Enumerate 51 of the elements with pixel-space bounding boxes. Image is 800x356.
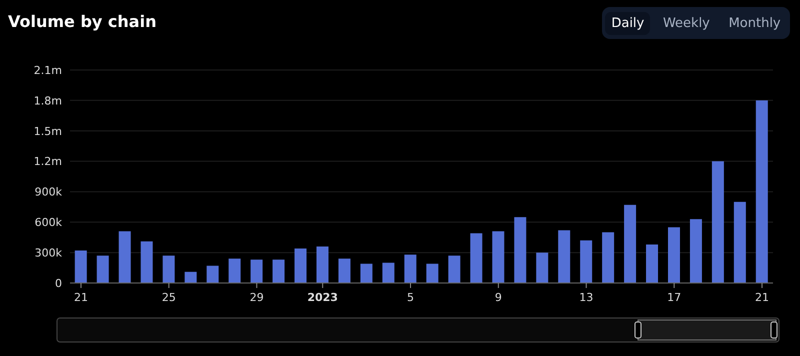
chart-title: Volume by chain — [8, 12, 156, 31]
bar — [514, 217, 526, 283]
bar — [140, 241, 153, 283]
x-tick-label: 9 — [494, 291, 502, 304]
y-tick-label: 600k — [34, 216, 63, 230]
bar — [382, 262, 394, 283]
bar — [668, 227, 680, 283]
y-tick-label: 300k — [34, 246, 63, 260]
bar — [272, 260, 285, 283]
bar — [162, 256, 175, 283]
y-tick-label: 2.1m — [34, 64, 62, 77]
bar — [492, 231, 504, 283]
bar — [404, 254, 416, 283]
bar — [96, 256, 109, 283]
x-tick-label: 5 — [407, 291, 414, 304]
x-tick-label: 17 — [667, 291, 682, 304]
y-tick-label: 0 — [55, 276, 62, 290]
toggle-group: Daily Weekly Monthly — [602, 7, 790, 39]
bar — [558, 230, 570, 283]
bar — [250, 260, 263, 283]
bar — [294, 248, 307, 283]
y-tick-label: 1.5m — [34, 124, 62, 138]
bar — [316, 246, 328, 283]
bar — [74, 250, 87, 283]
x-tick-label: 13 — [579, 291, 594, 304]
bar — [228, 258, 241, 283]
y-tick-label: 1.8m — [34, 94, 62, 108]
bar — [624, 204, 636, 283]
bar — [426, 264, 438, 283]
y-tick-label: 1.2m — [34, 155, 62, 168]
bar — [338, 258, 350, 283]
x-tick-label: 29 — [250, 291, 264, 304]
bar — [690, 219, 702, 283]
bar — [184, 272, 197, 283]
bar — [646, 244, 658, 283]
bar — [580, 240, 592, 283]
y-tick-label: 900k — [34, 186, 63, 199]
bar — [118, 231, 131, 283]
bar — [536, 252, 548, 283]
bar — [470, 233, 482, 283]
bar — [448, 256, 460, 283]
bar — [756, 100, 768, 283]
bar — [602, 232, 614, 283]
bar — [206, 266, 219, 283]
x-tick-label: 21 — [74, 291, 88, 304]
x-tick-label: 25 — [162, 291, 176, 304]
x-tick-label: 2023 — [307, 291, 338, 304]
x-tick-label: 21 — [755, 291, 770, 304]
bar — [712, 161, 724, 283]
bar — [360, 264, 372, 283]
bar — [734, 202, 746, 283]
